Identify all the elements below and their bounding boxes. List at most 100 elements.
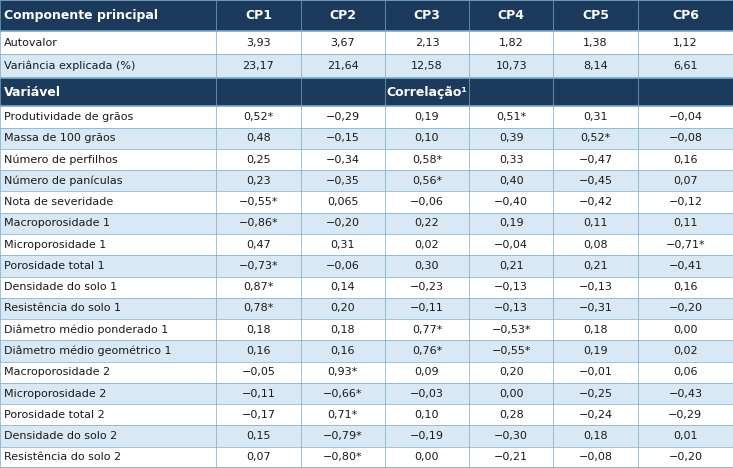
Bar (0, 78, 216, 106)
Bar (638, 54, 733, 78)
Bar (301, 54, 385, 78)
Text: 0,16: 0,16 (673, 282, 698, 292)
Bar (638, 340, 733, 362)
Bar (385, 106, 469, 128)
Text: Densidade do solo 2: Densidade do solo 2 (4, 431, 118, 441)
Text: −0,47: −0,47 (578, 154, 613, 165)
Text: 0,58*: 0,58* (412, 154, 442, 165)
Text: 0,71*: 0,71* (328, 410, 358, 420)
Bar (638, 128, 733, 149)
Bar (385, 213, 469, 234)
Text: 0,10: 0,10 (415, 410, 439, 420)
Bar (0, 319, 216, 340)
Text: Porosidade total 2: Porosidade total 2 (4, 410, 105, 420)
Bar (553, 255, 638, 277)
Text: 0,11: 0,11 (583, 219, 608, 228)
Text: 0,47: 0,47 (246, 240, 270, 249)
Bar (216, 54, 301, 78)
Text: Número de panículas: Número de panículas (4, 176, 123, 186)
Bar (553, 298, 638, 319)
Text: −0,04: −0,04 (494, 240, 528, 249)
Bar (638, 149, 733, 170)
Bar (385, 149, 469, 170)
Bar (0, 447, 216, 468)
Bar (0, 383, 216, 404)
Text: 21,64: 21,64 (327, 61, 358, 71)
Text: −0,15: −0,15 (325, 133, 360, 143)
Text: 10,73: 10,73 (496, 61, 527, 71)
Text: −0,11: −0,11 (241, 388, 276, 399)
Text: 0,28: 0,28 (499, 410, 523, 420)
Bar (216, 170, 301, 191)
Bar (553, 170, 638, 191)
Text: 0,10: 0,10 (415, 133, 439, 143)
Text: 0,00: 0,00 (415, 453, 439, 462)
Bar (216, 255, 301, 277)
Bar (553, 149, 638, 170)
Bar (553, 404, 638, 425)
Bar (216, 404, 301, 425)
Text: 0,16: 0,16 (673, 154, 698, 165)
Bar (469, 340, 553, 362)
Text: Resistência do solo 1: Resistência do solo 1 (4, 303, 122, 314)
Bar (553, 54, 638, 78)
Bar (385, 447, 469, 468)
Text: −0,45: −0,45 (578, 176, 613, 186)
Bar (301, 106, 385, 128)
Bar (0, 0, 216, 31)
Text: −0,41: −0,41 (668, 261, 702, 271)
Text: 0,77*: 0,77* (412, 325, 442, 335)
Text: 0,30: 0,30 (415, 261, 439, 271)
Bar (469, 425, 553, 447)
Bar (301, 234, 385, 255)
Text: 1,82: 1,82 (499, 37, 523, 48)
Text: CP2: CP2 (329, 9, 356, 22)
Bar (638, 78, 733, 106)
Bar (638, 0, 733, 31)
Text: −0,05: −0,05 (241, 367, 276, 377)
Text: −0,06: −0,06 (410, 197, 444, 207)
Text: 0,76*: 0,76* (412, 346, 442, 356)
Text: −0,23: −0,23 (410, 282, 444, 292)
Text: 8,14: 8,14 (583, 61, 608, 71)
Text: −0,06: −0,06 (325, 261, 360, 271)
Bar (553, 319, 638, 340)
Text: −0,21: −0,21 (494, 453, 528, 462)
Text: 3,93: 3,93 (246, 37, 270, 48)
Text: 0,51*: 0,51* (496, 112, 526, 122)
Bar (301, 128, 385, 149)
Bar (385, 234, 469, 255)
Bar (301, 447, 385, 468)
Text: Variável: Variável (4, 86, 62, 98)
Bar (301, 425, 385, 447)
Text: −0,29: −0,29 (325, 112, 360, 122)
Text: −0,34: −0,34 (325, 154, 360, 165)
Text: −0,86*: −0,86* (238, 219, 279, 228)
Text: 0,52*: 0,52* (581, 133, 611, 143)
Bar (216, 0, 301, 31)
Text: CP4: CP4 (498, 9, 525, 22)
Bar (469, 319, 553, 340)
Bar (0, 298, 216, 319)
Text: 0,18: 0,18 (331, 325, 355, 335)
Text: 0,15: 0,15 (246, 431, 270, 441)
Bar (553, 0, 638, 31)
Text: 0,09: 0,09 (415, 367, 439, 377)
Bar (638, 447, 733, 468)
Bar (216, 340, 301, 362)
Bar (301, 149, 385, 170)
Bar (553, 191, 638, 213)
Bar (216, 31, 301, 54)
Bar (553, 31, 638, 54)
Bar (553, 106, 638, 128)
Bar (301, 383, 385, 404)
Bar (469, 255, 553, 277)
Bar (638, 31, 733, 54)
Bar (469, 277, 553, 298)
Bar (469, 128, 553, 149)
Bar (385, 78, 469, 106)
Bar (216, 319, 301, 340)
Bar (0, 404, 216, 425)
Bar (553, 425, 638, 447)
Bar (553, 362, 638, 383)
